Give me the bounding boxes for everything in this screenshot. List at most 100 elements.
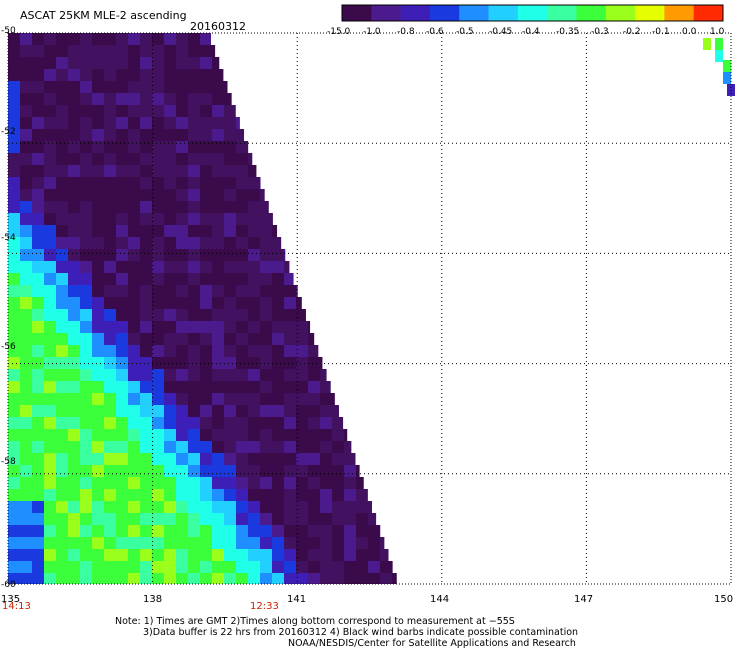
data-cell	[20, 417, 32, 429]
data-cell	[116, 249, 128, 261]
colorbar-label: -15.0	[327, 27, 351, 37]
data-cell	[188, 525, 200, 537]
data-cell	[200, 357, 212, 369]
data-cell	[236, 213, 248, 225]
data-cell	[296, 321, 308, 333]
data-cell	[104, 465, 116, 477]
data-cell	[320, 417, 332, 429]
data-cell	[128, 45, 140, 57]
data-cell	[164, 93, 176, 105]
data-cell	[200, 513, 212, 525]
data-cell	[164, 549, 176, 561]
data-cell	[248, 153, 253, 165]
data-cell	[260, 381, 272, 393]
data-cell	[188, 453, 200, 465]
data-cell	[152, 513, 164, 525]
data-cell	[224, 441, 236, 453]
data-cell	[284, 333, 296, 345]
data-cell	[176, 213, 188, 225]
colorbar-label: -1.0	[363, 27, 381, 37]
data-cell	[32, 465, 44, 477]
data-cell	[164, 117, 176, 129]
data-cell	[68, 249, 80, 261]
data-cell	[20, 513, 32, 525]
data-cell	[152, 33, 164, 45]
data-cell	[128, 477, 140, 489]
data-cell	[176, 93, 188, 105]
data-cell	[260, 465, 272, 477]
data-cell	[20, 573, 32, 584]
data-cell	[68, 513, 80, 525]
data-cell	[380, 573, 392, 584]
data-cell	[212, 393, 224, 405]
data-cell	[116, 141, 128, 153]
data-cell	[152, 201, 164, 213]
data-cell	[32, 309, 44, 321]
data-cell	[80, 525, 92, 537]
data-cell	[92, 285, 104, 297]
data-cell	[212, 201, 224, 213]
data-cell	[56, 165, 68, 177]
data-cell	[332, 417, 344, 429]
data-cell	[248, 369, 260, 381]
data-cell	[176, 201, 188, 213]
data-cell	[68, 369, 80, 381]
data-cell	[116, 297, 128, 309]
data-cell	[44, 537, 56, 549]
data-cell	[176, 297, 188, 309]
data-cell	[32, 177, 44, 189]
data-cell	[104, 441, 116, 453]
data-cell	[8, 57, 20, 69]
data-cell	[8, 81, 20, 93]
data-cell	[8, 285, 20, 297]
data-cell	[188, 129, 200, 141]
data-cell	[104, 285, 116, 297]
data-cell	[296, 297, 302, 309]
data-cell	[356, 513, 368, 525]
data-cell	[236, 489, 248, 501]
data-cell	[284, 369, 296, 381]
colorbar-label: -0.8	[397, 27, 415, 37]
data-cell	[20, 381, 32, 393]
note-line: NOAA/NESDIS/Center for Satellite Applica…	[288, 638, 576, 649]
data-cell	[212, 489, 224, 501]
data-cell	[128, 429, 140, 441]
data-cell	[176, 453, 188, 465]
data-cell	[20, 405, 32, 417]
data-cell	[320, 561, 332, 573]
data-cell	[272, 549, 284, 561]
data-cell	[152, 549, 164, 561]
data-cell	[140, 525, 152, 537]
data-cell	[176, 513, 188, 525]
data-cell	[164, 81, 176, 93]
data-cell	[44, 69, 56, 81]
data-cell	[332, 429, 344, 441]
data-cell	[140, 429, 152, 441]
data-cell	[152, 369, 164, 381]
data-cell	[104, 249, 116, 261]
data-cell	[8, 273, 20, 285]
colorbar-swatch	[605, 5, 636, 21]
data-cell	[212, 405, 224, 417]
data-cell	[224, 465, 236, 477]
data-cell	[224, 549, 236, 561]
data-cell	[344, 501, 356, 513]
data-cell	[92, 561, 104, 573]
data-cell	[248, 489, 260, 501]
data-cell	[188, 45, 200, 57]
data-cell	[272, 573, 284, 584]
data-cell	[116, 381, 128, 393]
data-cell	[20, 345, 32, 357]
data-cell	[68, 549, 80, 561]
data-cell	[164, 525, 176, 537]
data-cell	[188, 69, 200, 81]
data-cell	[236, 273, 248, 285]
data-cell	[68, 165, 80, 177]
data-cell	[176, 417, 188, 429]
data-cell	[308, 573, 320, 584]
data-cell	[260, 237, 272, 249]
data-cell	[92, 201, 104, 213]
data-cell	[236, 441, 248, 453]
data-cell	[164, 69, 176, 81]
data-cell	[188, 165, 200, 177]
